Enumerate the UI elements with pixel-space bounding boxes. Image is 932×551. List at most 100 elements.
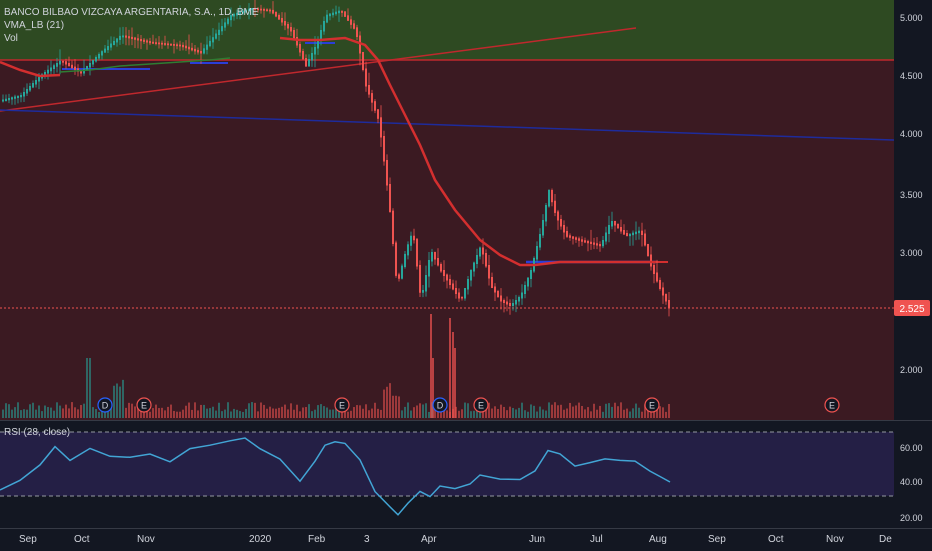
volume-bar [32, 402, 34, 418]
volume-bar [338, 411, 340, 418]
candle-body [251, 8, 253, 11]
volume-bar [182, 409, 184, 418]
volume-bar [524, 410, 526, 418]
volume-bar [569, 402, 571, 418]
time-tick: Feb [308, 534, 326, 545]
volume-bar [356, 405, 358, 418]
candle-body [569, 235, 571, 238]
candle-body [152, 41, 154, 44]
trendline-blue[interactable] [0, 109, 895, 141]
candle-body [584, 240, 586, 243]
svg-text:E: E [478, 401, 484, 411]
price-tick: 3.500 [900, 190, 923, 200]
candle-body [179, 44, 181, 47]
earnings-marker[interactable]: E [644, 397, 660, 413]
candle-body [137, 38, 139, 41]
earnings-marker[interactable]: E [136, 397, 152, 413]
volume-bar [623, 409, 625, 418]
candle-body [74, 66, 76, 70]
volume-bar [119, 386, 121, 418]
time-tick: Apr [421, 534, 437, 545]
candle-body [368, 85, 370, 95]
volume-bar [347, 411, 349, 418]
volume-bar [608, 403, 610, 418]
candle-body [428, 260, 430, 277]
candle-body [614, 221, 616, 226]
volume-bar [602, 411, 604, 418]
volume-bar [131, 403, 133, 418]
volume-bar [454, 348, 456, 418]
candle-body [401, 265, 403, 279]
volume-label[interactable]: Vol [4, 33, 18, 44]
volume-bar [62, 408, 64, 418]
candle-body [386, 160, 388, 186]
volume-bar [230, 411, 232, 418]
earnings-marker[interactable]: E [473, 397, 489, 413]
volume-bar [545, 410, 547, 418]
candle-body [200, 50, 202, 54]
volume-bar [575, 405, 577, 418]
candle-body [506, 301, 508, 305]
rsi-pane[interactable]: 60.00 40.00 20.00 [0, 420, 932, 528]
rsi-label[interactable]: RSI (28, close) [4, 427, 71, 438]
candle-body [134, 37, 136, 40]
volume-bar [536, 411, 538, 418]
candle-body [29, 86, 31, 91]
candle-body [338, 10, 340, 14]
candle-body [17, 95, 19, 98]
volume-bar [8, 404, 10, 418]
volume-bar [572, 406, 574, 418]
candle-body [239, 11, 241, 15]
candle-body [170, 43, 172, 46]
volume-bar [539, 406, 541, 418]
volume-bar [467, 403, 469, 418]
symbol-title[interactable]: BANCO BILBAO VIZCAYA ARGENTARIA, S.A., 1… [4, 7, 259, 18]
volume-bar [56, 402, 58, 418]
volume-bar [224, 409, 226, 418]
indicator-label[interactable]: VMA_LB (21) [4, 20, 65, 31]
volume-bar [430, 314, 432, 418]
candle-body [110, 43, 112, 48]
price-axis[interactable]: 5.000 4.500 4.000 3.500 3.000 2.000 [900, 13, 923, 375]
candle-body [581, 239, 583, 242]
volume-bar [170, 404, 172, 418]
volume-bar [665, 411, 667, 418]
upper-zone [0, 0, 894, 60]
candle-body [422, 290, 424, 293]
candle-body [218, 29, 220, 35]
candle-body [431, 252, 433, 262]
candle-body [644, 233, 646, 246]
earnings-marker[interactable]: E [334, 397, 350, 413]
time-axis[interactable]: Sep Oct Nov 2020 Feb 3 Apr Jun Jul Aug Sep Oct Nov De [0, 528, 932, 551]
volume-bar [344, 410, 346, 418]
rsi-axis: 60.00 40.00 20.00 [900, 443, 923, 523]
candle-body [500, 295, 502, 302]
volume-bar [185, 405, 187, 418]
earnings-marker[interactable]: E [824, 397, 840, 413]
candle-body [410, 235, 412, 246]
volume-bar [278, 407, 280, 418]
candle-body [311, 53, 313, 61]
candle-body [167, 43, 169, 46]
candle-body [161, 42, 163, 45]
candle-body [482, 247, 484, 255]
candle-body [503, 300, 505, 303]
candle-body [635, 231, 637, 235]
volume-bar [44, 405, 46, 418]
dividend-marker[interactable]: D [432, 397, 448, 413]
volume-bar [260, 402, 262, 418]
volume-bar [461, 409, 463, 418]
volume-bar [428, 411, 430, 418]
volume-bar [386, 386, 388, 418]
candle-body [140, 38, 142, 42]
candle-body [83, 69, 85, 74]
dividend-marker[interactable]: D [97, 397, 113, 413]
trendline-red[interactable] [0, 27, 637, 112]
candle-body [71, 64, 73, 69]
price-chart[interactable]: 5.000 4.500 4.000 3.500 3.000 2.000 2.525 D E E… [0, 0, 932, 420]
candle-body [308, 59, 310, 67]
candle-body [266, 9, 268, 12]
volume-bar [116, 383, 118, 418]
volume-bar [443, 406, 445, 418]
